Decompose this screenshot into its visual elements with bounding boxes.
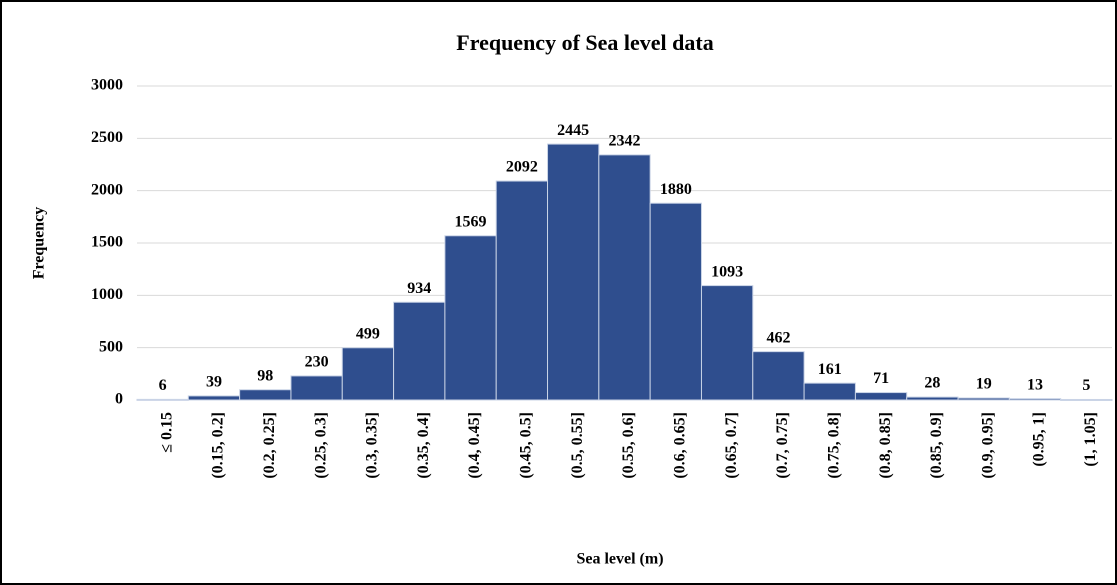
data-label: 161 xyxy=(818,361,842,378)
y-tick-label: 2000 xyxy=(91,181,123,198)
x-tick-label: (0.7, 0.75] xyxy=(774,412,791,479)
x-tick-label: (0.25, 0.3] xyxy=(312,412,329,479)
data-label: 1569 xyxy=(455,213,487,230)
x-tick-label: (1, 1.05] xyxy=(1082,412,1099,467)
data-label: 71 xyxy=(873,370,889,387)
bar xyxy=(752,351,805,401)
data-label: 499 xyxy=(356,325,380,342)
x-tick-label: ≤ 0.15 xyxy=(158,412,175,453)
x-tick-label: (0.2, 0.25] xyxy=(261,412,278,479)
x-tick-label: (0.3, 0.35] xyxy=(364,412,381,479)
y-tick-label: 2500 xyxy=(91,129,123,146)
x-tick-label: (0.4, 0.45] xyxy=(466,412,483,479)
bar xyxy=(854,392,908,401)
data-label: 2342 xyxy=(609,133,641,150)
data-label: 6 xyxy=(159,377,167,394)
bar xyxy=(803,382,856,401)
bar xyxy=(136,398,189,401)
bar xyxy=(906,396,959,401)
x-tick-label: (0.15, 0.2] xyxy=(210,412,227,479)
bar xyxy=(598,154,651,401)
bar xyxy=(649,202,702,401)
x-tick-label: (0.55, 0.6] xyxy=(620,412,637,479)
data-label: 39 xyxy=(206,374,222,391)
data-label: 2445 xyxy=(557,122,589,139)
data-label: 934 xyxy=(407,280,431,297)
x-tick-label: (0.85, 0.9] xyxy=(928,412,945,479)
data-label: 230 xyxy=(305,354,329,371)
data-label: 462 xyxy=(766,329,790,346)
data-label: 1093 xyxy=(711,263,743,280)
x-tick-label: (0.5, 0.55] xyxy=(569,412,586,479)
y-tick-label: 1000 xyxy=(91,286,123,303)
data-label: 13 xyxy=(1027,376,1043,393)
x-tick-label: (0.45, 0.5] xyxy=(518,412,535,479)
bar xyxy=(341,347,395,401)
x-tick-label: (0.9, 0.95] xyxy=(979,412,996,479)
x-tick-label: (0.8, 0.85] xyxy=(877,412,894,479)
x-tick-label: (0.6, 0.65] xyxy=(671,412,688,479)
y-tick-label: 0 xyxy=(115,391,123,408)
chart-title: Frequency of Sea level data xyxy=(456,30,713,55)
bar xyxy=(187,395,241,401)
bar xyxy=(700,285,754,401)
bar xyxy=(290,375,343,401)
y-tick-label: 1500 xyxy=(91,234,123,251)
bar xyxy=(547,143,600,401)
x-tick-label: (0.65, 0.7] xyxy=(723,412,740,479)
x-tick-label: (0.35, 0.4] xyxy=(415,412,432,479)
bar xyxy=(239,389,292,401)
bar xyxy=(957,397,1010,401)
bar xyxy=(444,235,497,401)
data-label: 1880 xyxy=(660,181,692,198)
bar xyxy=(495,180,549,401)
data-label: 28 xyxy=(924,375,940,392)
bar xyxy=(1060,398,1113,401)
x-axis-title: Sea level (m) xyxy=(576,551,663,568)
y-axis-title: Frequency xyxy=(31,207,48,280)
bar xyxy=(393,301,446,401)
bar xyxy=(1008,398,1062,401)
y-tick-label: 3000 xyxy=(91,77,123,94)
y-tick-label: 500 xyxy=(99,338,123,355)
data-label: 5 xyxy=(1082,377,1090,394)
data-label: 2092 xyxy=(506,159,538,176)
data-label: 19 xyxy=(976,376,992,393)
x-tick-label: (0.95, 1] xyxy=(1031,412,1048,467)
data-label: 98 xyxy=(257,367,273,384)
x-tick-label: (0.75, 0.8] xyxy=(825,412,842,479)
